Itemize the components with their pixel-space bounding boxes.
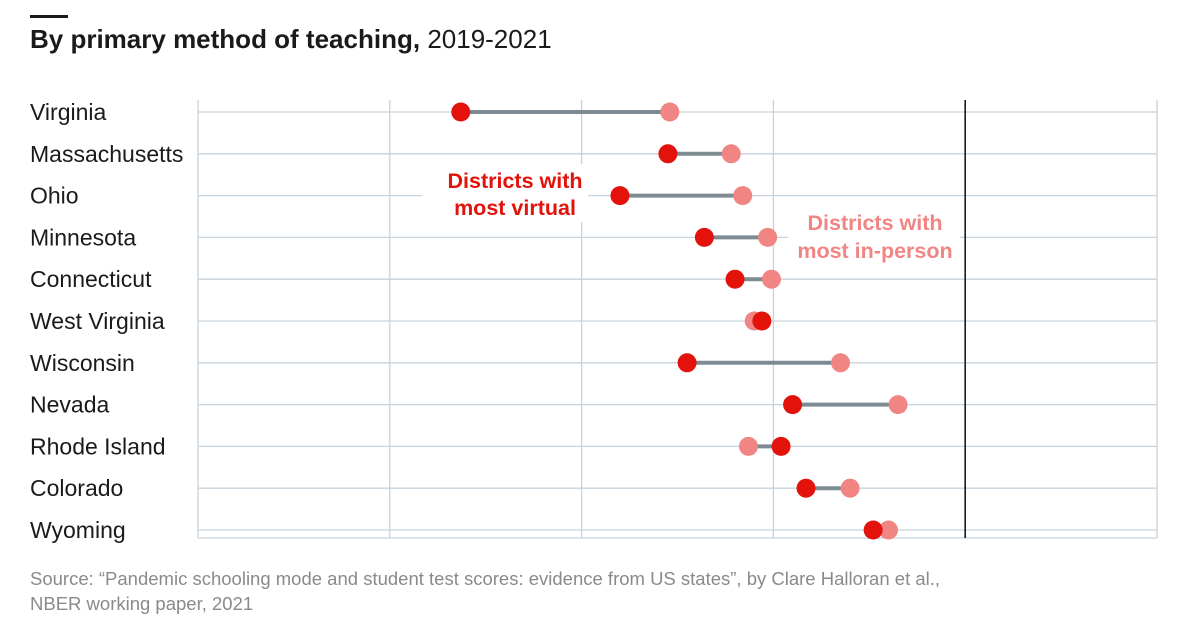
virtual-point — [677, 353, 697, 373]
header-rule — [30, 15, 68, 18]
source-note: Source: “Pandemic schooling mode and stu… — [30, 566, 940, 616]
category-label: Nevada — [30, 392, 109, 418]
inperson-point — [840, 478, 860, 498]
virtual-point — [694, 227, 714, 247]
chart-title-years: 2019-2021 — [427, 24, 552, 54]
category-label: Virginia — [30, 99, 106, 125]
virtual-point — [610, 186, 630, 206]
inperson-point — [888, 395, 908, 415]
inperson-point — [721, 144, 741, 164]
inperson-label-bg — [788, 205, 960, 265]
virtual-point — [752, 311, 772, 331]
virtual-point — [796, 478, 816, 498]
virtual-point — [771, 436, 791, 456]
virtual-point — [725, 269, 745, 289]
inperson-point — [761, 269, 781, 289]
category-label: Massachusetts — [30, 141, 183, 167]
chart-title: By primary method of teaching, 2019-2021 — [30, 24, 552, 55]
source-line-2: NBER working paper, 2021 — [30, 593, 254, 614]
inperson-point — [738, 436, 758, 456]
category-label: Wyoming — [30, 517, 126, 543]
virtual-point — [658, 144, 678, 164]
virtual-series-label: most virtual — [454, 196, 576, 220]
inperson-series-label: Districts with — [808, 211, 943, 235]
category-label: Connecticut — [30, 266, 152, 292]
inperson-series-label: most in-person — [797, 239, 952, 263]
category-label: Colorado — [30, 475, 123, 501]
category-label: Wisconsin — [30, 350, 135, 376]
inperson-point — [831, 353, 851, 373]
category-label: Rhode Island — [30, 433, 166, 459]
category-label: Ohio — [30, 183, 79, 209]
category-label: West Virginia — [30, 308, 165, 334]
inperson-point — [758, 227, 778, 247]
category-label: Minnesota — [30, 224, 136, 250]
inperson-point — [733, 186, 753, 206]
source-line-1: Source: “Pandemic schooling mode and stu… — [30, 568, 941, 589]
virtual-series-label: Districts with — [448, 169, 583, 193]
inperson-point — [660, 102, 680, 122]
inperson-point — [878, 520, 898, 540]
virtual-label-bg — [422, 164, 588, 222]
virtual-point — [451, 102, 471, 122]
virtual-point — [863, 520, 883, 540]
virtual-point — [783, 395, 803, 415]
chart-title-bold: By primary method of teaching, — [30, 24, 421, 54]
